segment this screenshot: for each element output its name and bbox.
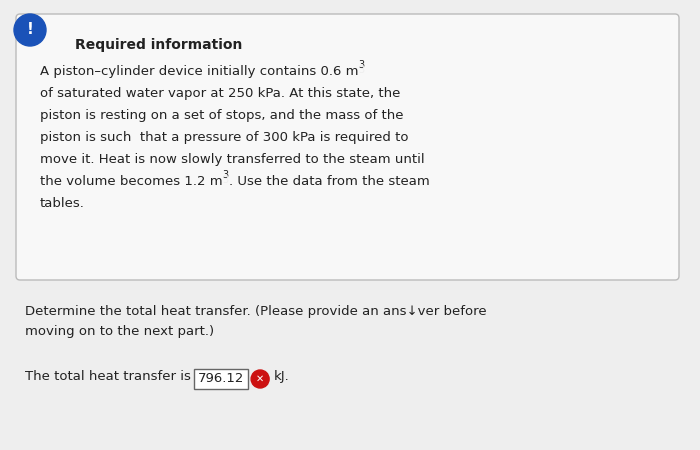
Text: Determine the total heat transfer. (Please provide an ans↓ver before: Determine the total heat transfer. (Plea… bbox=[25, 305, 486, 318]
Text: kJ.: kJ. bbox=[274, 370, 290, 383]
Text: 3: 3 bbox=[358, 60, 365, 70]
Text: tables.: tables. bbox=[40, 197, 85, 210]
Text: piston is resting on a set of stops, and the mass of the: piston is resting on a set of stops, and… bbox=[40, 109, 403, 122]
Text: moving on to the next part.): moving on to the next part.) bbox=[25, 325, 214, 338]
Text: The total heat transfer is: The total heat transfer is bbox=[25, 370, 195, 383]
FancyBboxPatch shape bbox=[194, 369, 248, 389]
Text: A piston–cylinder device initially contains 0.6 m: A piston–cylinder device initially conta… bbox=[40, 65, 358, 78]
Text: 3: 3 bbox=[223, 175, 229, 185]
Text: move it. Heat is now slowly transferred to the steam until: move it. Heat is now slowly transferred … bbox=[40, 153, 425, 166]
Text: 3: 3 bbox=[223, 170, 229, 180]
Text: Required information: Required information bbox=[75, 38, 242, 52]
Text: !: ! bbox=[27, 22, 34, 37]
Text: ✕: ✕ bbox=[256, 374, 264, 384]
Text: . Use the data from the steam: . Use the data from the steam bbox=[229, 175, 430, 188]
FancyBboxPatch shape bbox=[16, 14, 679, 280]
Circle shape bbox=[251, 370, 269, 388]
Text: of saturated water vapor at 250 kPa. At this state, the: of saturated water vapor at 250 kPa. At … bbox=[40, 87, 400, 100]
Text: 3: 3 bbox=[358, 65, 365, 75]
Circle shape bbox=[14, 14, 46, 46]
Text: 796.12: 796.12 bbox=[198, 373, 244, 386]
Text: piston is such  that a pressure of 300 kPa is required to: piston is such that a pressure of 300 kP… bbox=[40, 131, 409, 144]
Text: the volume becomes 1.2 m: the volume becomes 1.2 m bbox=[40, 175, 223, 188]
